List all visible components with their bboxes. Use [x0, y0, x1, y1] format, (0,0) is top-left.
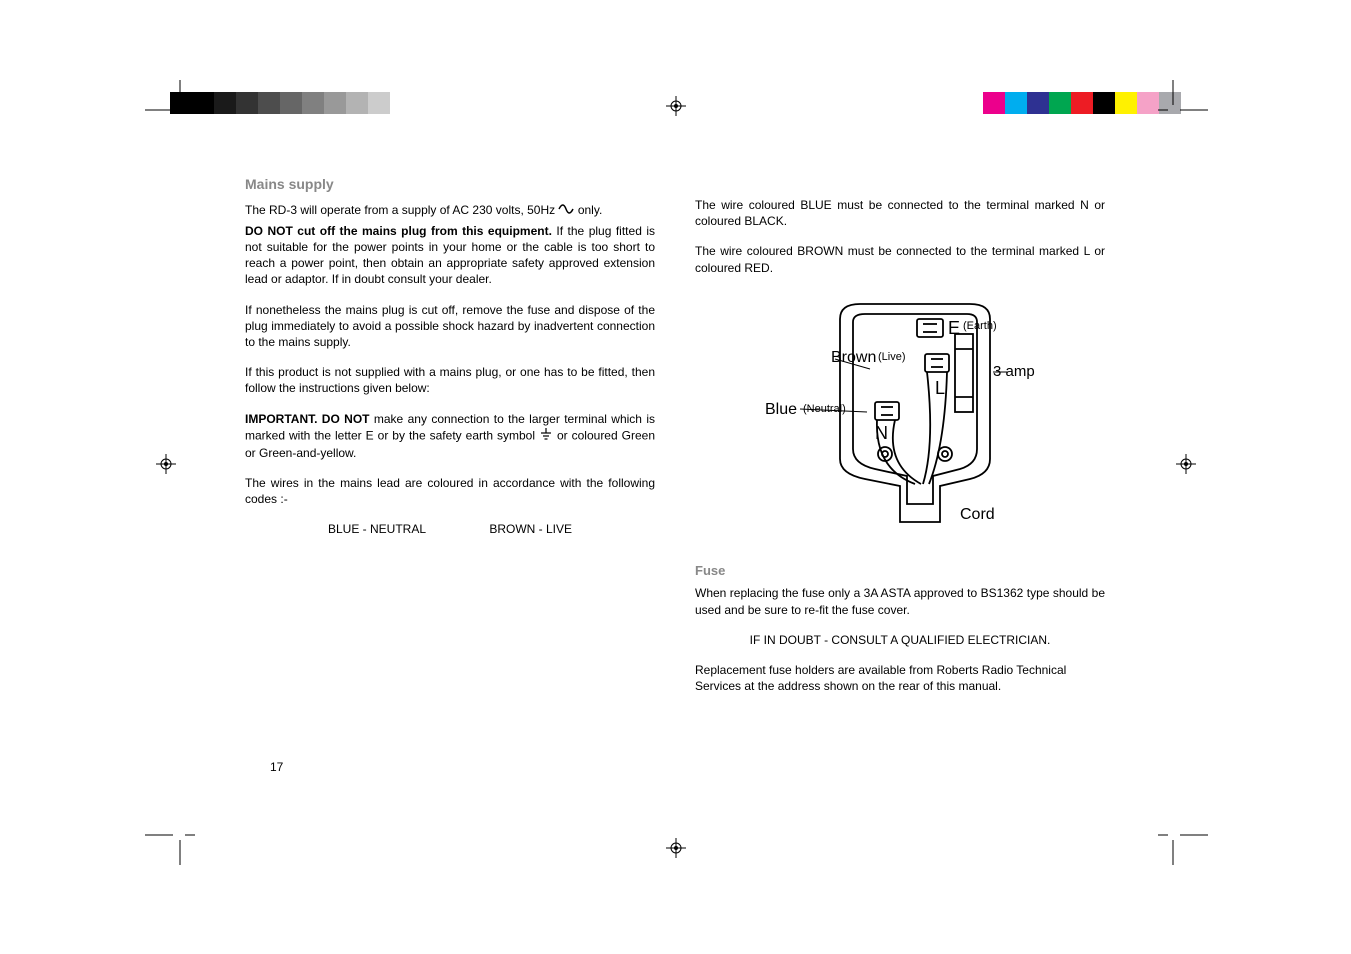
registration-mark-right: [1176, 454, 1196, 474]
color-swatch: [390, 92, 412, 114]
color-swatch: [346, 92, 368, 114]
color-swatch: [1137, 92, 1159, 114]
para-replacement-holders: Replacement fuse holders are available f…: [695, 662, 1105, 694]
ac-sine-icon: [558, 203, 574, 219]
registration-mark-left: [156, 454, 176, 474]
text-bold: DO NOT cut off the mains plug from this …: [245, 224, 552, 238]
para-blue-wire: The wire coloured BLUE must be connected…: [695, 197, 1105, 229]
color-swatch: [280, 92, 302, 114]
color-swatch: [961, 92, 983, 114]
registration-mark-top: [666, 96, 686, 116]
crop-mark: [145, 815, 195, 865]
color-swatch: [983, 92, 1005, 114]
color-swatch: [1071, 92, 1093, 114]
crop-mark: [1158, 80, 1208, 130]
color-swatch: [302, 92, 324, 114]
crop-mark: [1158, 815, 1208, 865]
para-operate: The RD-3 will operate from a supply of A…: [245, 202, 655, 219]
para-wires: The wires in the mains lead are coloured…: [245, 475, 655, 507]
color-swatch: [1049, 92, 1071, 114]
para-notsupplied: If this product is not supplied with a m…: [245, 364, 655, 396]
para-nonetheless: If nonetheless the mains plug is cut off…: [245, 302, 655, 351]
right-column: The wire coloured BLUE must be connected…: [695, 175, 1105, 708]
wire-code-blue: BLUE - NEUTRAL: [328, 521, 426, 537]
print-color-bar-right: [961, 92, 1181, 114]
page-number: 17: [270, 760, 283, 774]
heading-fuse: Fuse: [695, 562, 1105, 580]
para-consult-electrician: IF IN DOUBT - CONSULT A QUALIFIED ELECTR…: [695, 632, 1105, 648]
crop-mark: [145, 80, 195, 130]
color-swatch: [1005, 92, 1027, 114]
wire-codes-row: BLUE - NEUTRAL BROWN - LIVE: [245, 521, 655, 537]
color-swatch: [324, 92, 346, 114]
plug-wiring-diagram: E (Earth) Brown (Live) L Blue (Neutral) …: [695, 294, 1105, 548]
svg-text:(Earth): (Earth): [963, 320, 997, 332]
svg-text:(Live): (Live): [878, 351, 906, 363]
color-swatch: [236, 92, 258, 114]
heading-mains-supply: Mains supply: [245, 175, 655, 194]
svg-text:Brown: Brown: [831, 349, 876, 366]
color-swatch: [192, 92, 214, 114]
para-donot-cut: DO NOT cut off the mains plug from this …: [245, 223, 655, 288]
svg-text:L: L: [935, 378, 945, 398]
color-swatch: [1093, 92, 1115, 114]
svg-text:(Neutral): (Neutral): [803, 403, 846, 415]
svg-text:E: E: [948, 318, 960, 338]
page-content: Mains supply The RD-3 will operate from …: [245, 175, 1105, 708]
wire-code-brown: BROWN - LIVE: [489, 521, 572, 537]
color-swatch: [368, 92, 390, 114]
svg-text:N: N: [875, 423, 888, 443]
print-color-bar-left: [170, 92, 412, 114]
text: The RD-3 will operate from a supply of A…: [245, 203, 558, 217]
svg-text:Blue: Blue: [765, 401, 797, 418]
para-fuse-replace: When replacing the fuse only a 3A ASTA a…: [695, 585, 1105, 617]
para-brown-wire: The wire coloured BROWN must be connecte…: [695, 243, 1105, 275]
color-swatch: [258, 92, 280, 114]
text-bold: IMPORTANT. DO NOT: [245, 412, 370, 426]
left-column: Mains supply The RD-3 will operate from …: [245, 175, 655, 708]
para-important: IMPORTANT. DO NOT make any connection to…: [245, 411, 655, 462]
color-swatch: [1115, 92, 1137, 114]
earth-symbol-icon: [539, 427, 553, 445]
svg-text:Cord: Cord: [960, 506, 995, 523]
color-swatch: [214, 92, 236, 114]
svg-text:3 amp: 3 amp: [993, 363, 1035, 380]
color-swatch: [1027, 92, 1049, 114]
text: only.: [574, 203, 602, 217]
registration-mark-bottom: [666, 838, 686, 858]
